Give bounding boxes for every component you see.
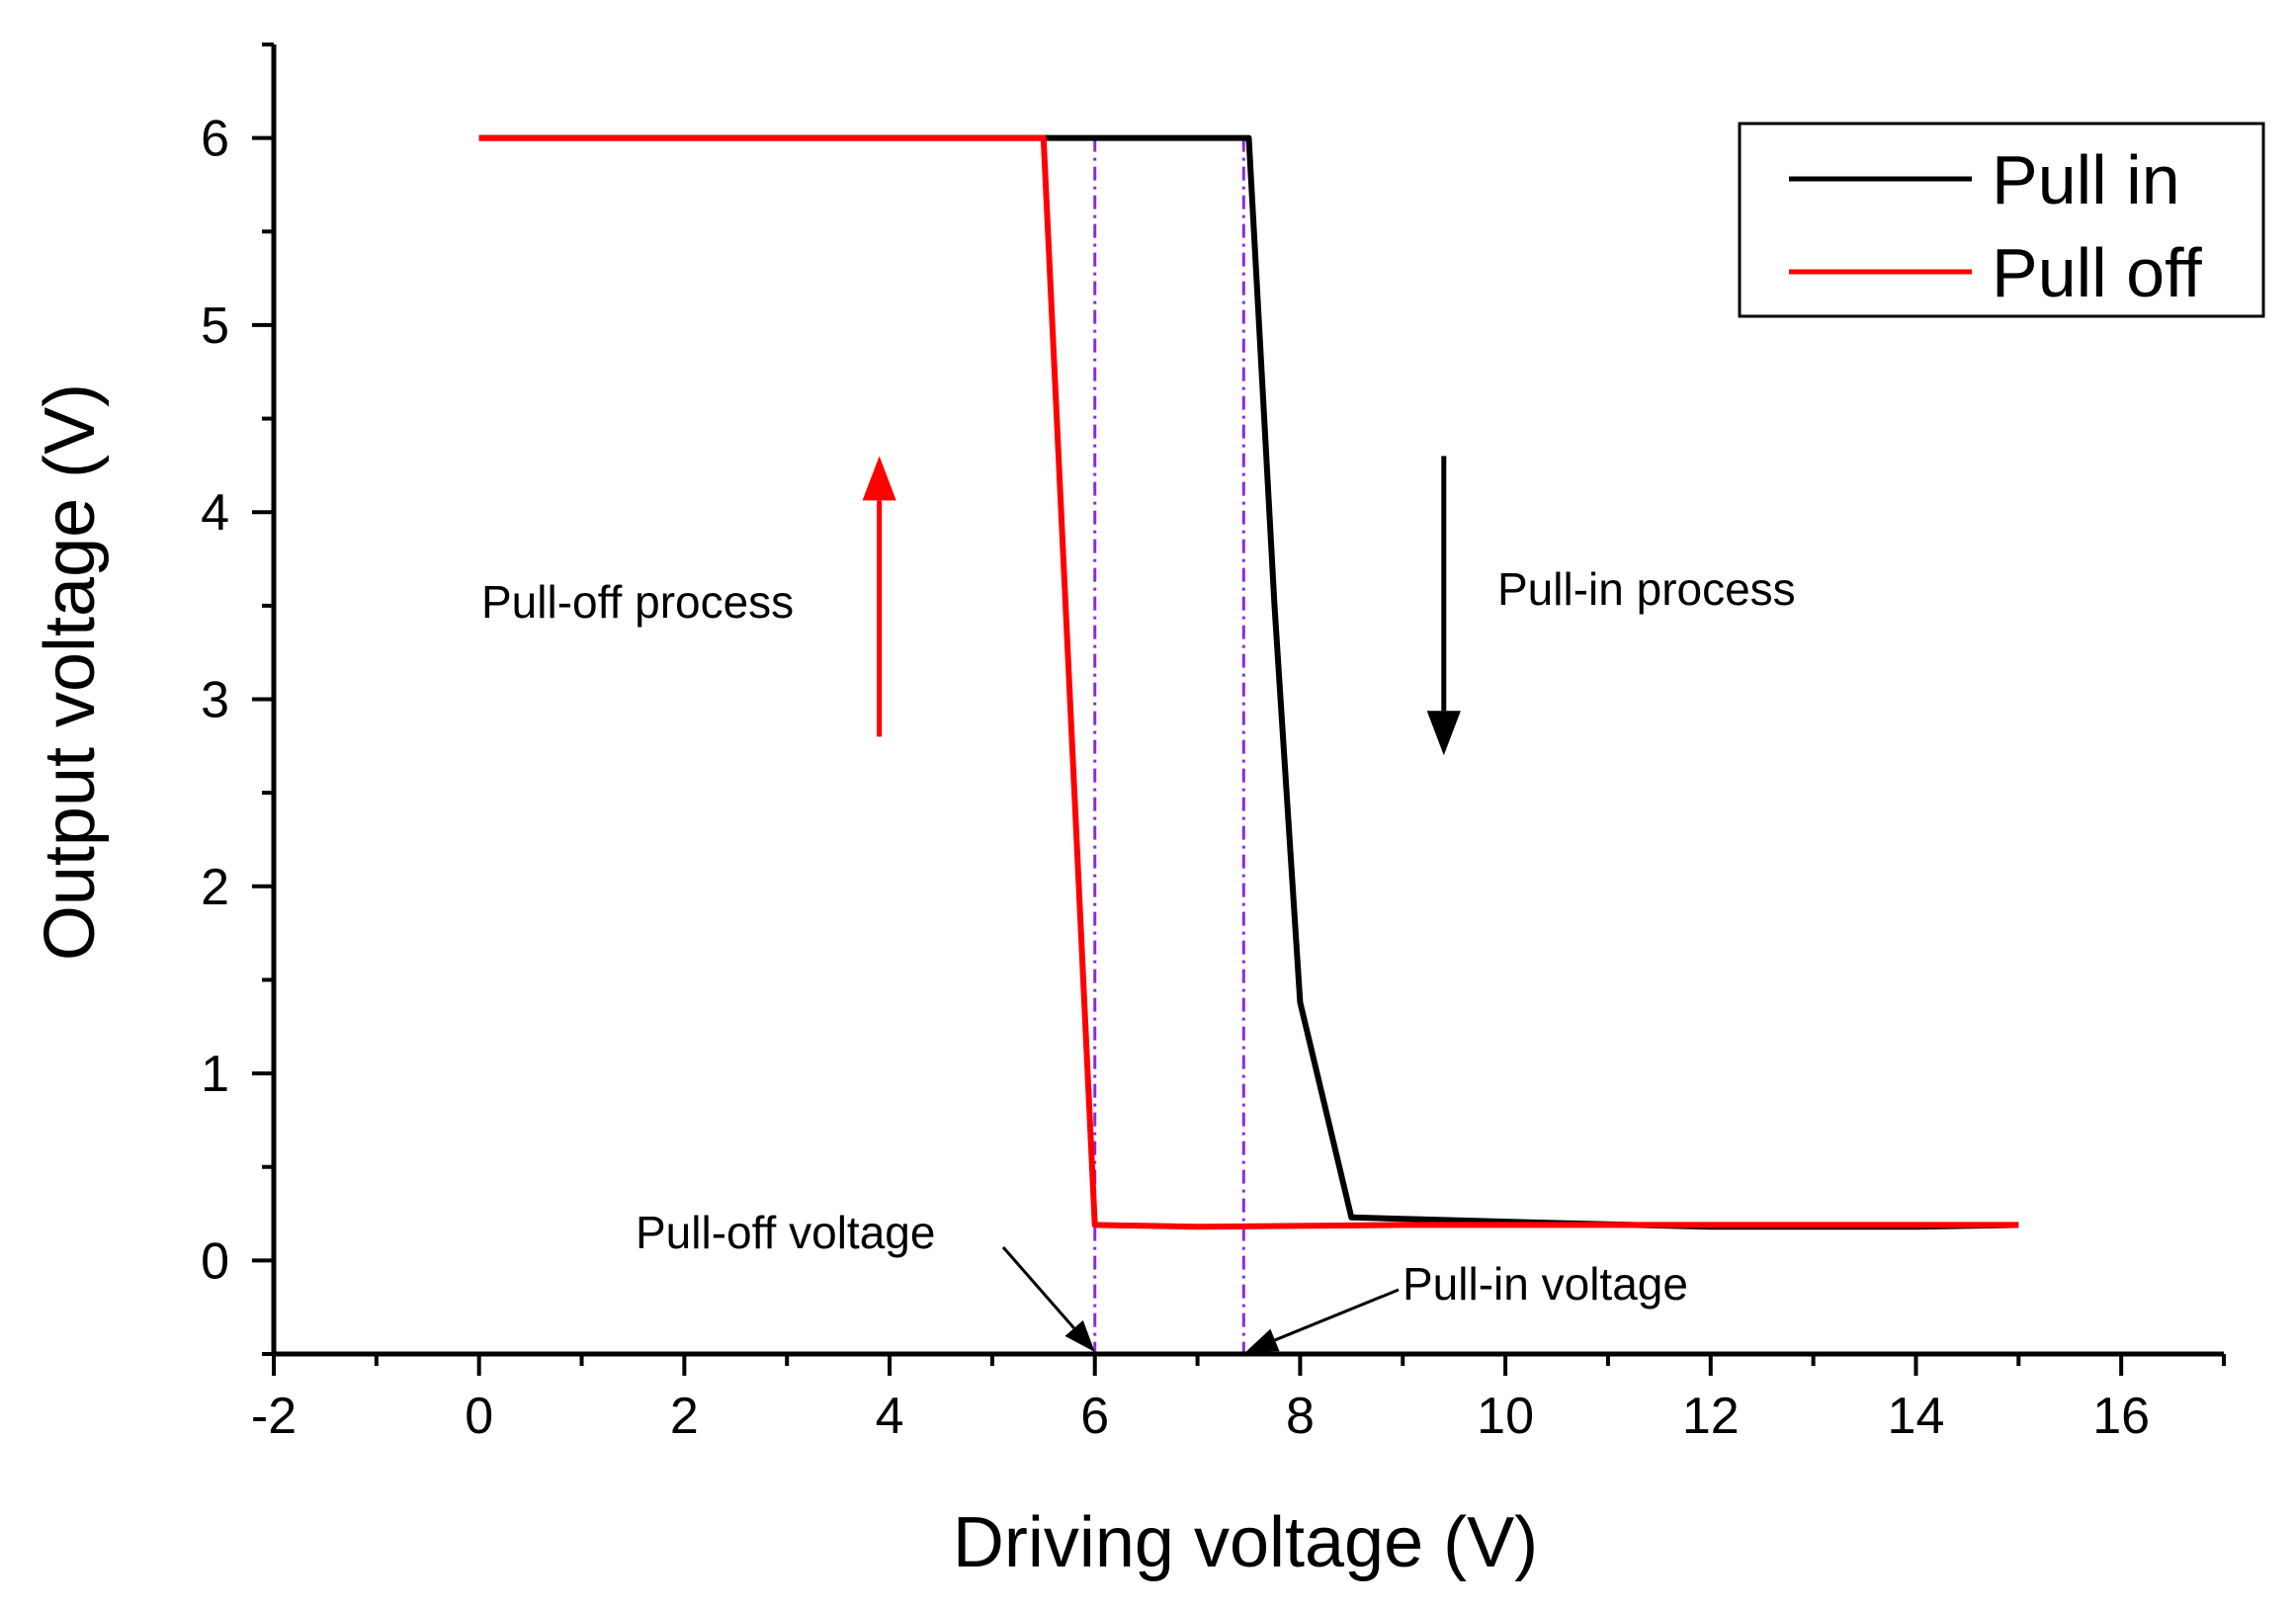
series-group xyxy=(478,134,2019,1230)
x-tick-label: 0 xyxy=(465,1388,493,1445)
annotation-arrows xyxy=(862,456,1461,1352)
y-tick-label: 2 xyxy=(201,859,229,916)
pull-in-process-label: Pull-in process xyxy=(1497,563,1796,615)
x-tick-label: 6 xyxy=(1080,1388,1109,1445)
pull-in-voltage-arrow xyxy=(1245,1288,1400,1352)
pull-in-process-arrow xyxy=(1426,456,1461,756)
y-tick-label: 1 xyxy=(201,1046,229,1103)
pull-off-voltage-arrow xyxy=(1001,1246,1095,1352)
pull-off-process-label: Pull-off process xyxy=(481,576,794,628)
y-tick-label: 0 xyxy=(201,1232,229,1290)
y-tick-label: 3 xyxy=(201,672,229,729)
x-tick-label: -2 xyxy=(251,1388,297,1445)
x-tick-label: 14 xyxy=(1888,1388,1945,1445)
pull-in-voltage-label: Pull-in voltage xyxy=(1403,1258,1688,1310)
pull-off-process-arrow xyxy=(862,456,896,737)
y-tick-label: 6 xyxy=(201,111,229,168)
x-tick-label: 2 xyxy=(670,1388,699,1445)
series-line-pull-off xyxy=(478,134,2019,1230)
x-tick-label: 10 xyxy=(1477,1388,1534,1445)
y-axis-title: Output voltage (V) xyxy=(31,383,110,961)
x-tick-label: 12 xyxy=(1682,1388,1740,1445)
x-axis-title: Driving voltage (V) xyxy=(953,1503,1538,1582)
y-tick-label: 4 xyxy=(201,484,229,542)
x-tick-label: 4 xyxy=(876,1388,904,1445)
legend-box xyxy=(1738,122,2265,318)
y-tick-label: 5 xyxy=(201,297,229,355)
legend-label-pull-in: Pull in xyxy=(1992,141,2180,218)
legend-label-pull-off: Pull off xyxy=(1992,234,2202,311)
legend: Pull in Pull off xyxy=(1738,122,2265,318)
pull-off-voltage-label: Pull-off voltage xyxy=(636,1207,935,1258)
x-tick-label: 8 xyxy=(1286,1388,1315,1445)
x-tick-label: 16 xyxy=(2092,1388,2150,1445)
reference-lines xyxy=(1093,137,1245,1354)
